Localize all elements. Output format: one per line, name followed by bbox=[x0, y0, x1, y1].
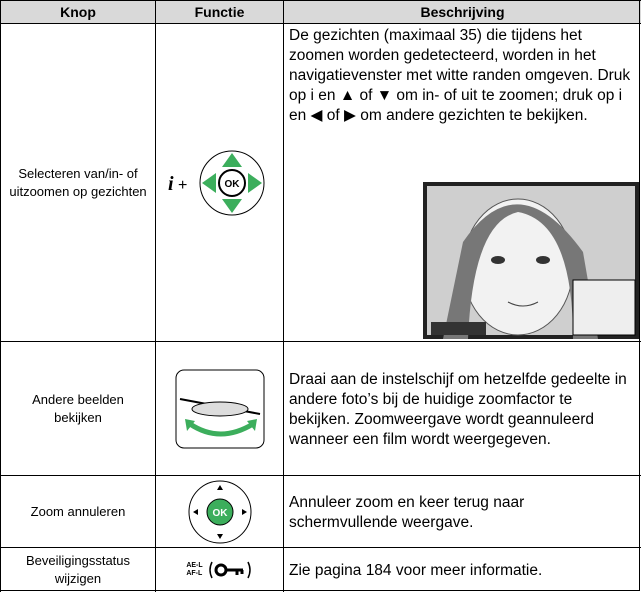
header-cell: Knop bbox=[0, 0, 155, 23]
knop-text: Andere beelden bekijken bbox=[32, 391, 124, 425]
description-text: Zie pagina 184 voor meer informatie. bbox=[289, 562, 543, 579]
svg-text:i: i bbox=[168, 173, 174, 195]
svg-text:OK: OK bbox=[212, 508, 228, 519]
knop-cell: Andere beelden bekijken bbox=[0, 341, 155, 475]
description-cell: Zie pagina 184 voor meer informatie. bbox=[283, 547, 641, 592]
knop-cell: Selecteren van/in- of uitzoomen op gezic… bbox=[0, 23, 155, 341]
functie-cell bbox=[155, 341, 283, 475]
knop-text: Zoom annuleren bbox=[30, 503, 126, 519]
ae-af-label: AE-L AF-L bbox=[186, 562, 202, 578]
description-cell: Annuleer zoom en keer terug naar schermv… bbox=[283, 475, 641, 547]
command-dial-icon bbox=[175, 369, 264, 448]
header-text: Beschrijving bbox=[420, 4, 505, 20]
description-cell: De gezichten (maximaal 35) die tijdens h… bbox=[283, 23, 641, 341]
protect-key-icon bbox=[208, 561, 251, 579]
knop-cell: Beveiligingsstatus wijzigen bbox=[0, 547, 155, 592]
functie-cell: i + OK bbox=[155, 23, 283, 341]
description-text: De gezichten (maximaal 35) die tijdens h… bbox=[289, 27, 631, 124]
face-zoom-illustration bbox=[423, 182, 639, 339]
description-text: Draai aan de instelschijf om hetzelfde g… bbox=[289, 370, 627, 448]
knop-text: Selecteren van/in- of uitzoomen op gezic… bbox=[9, 165, 147, 199]
ok-button-icon: OK bbox=[188, 480, 251, 543]
ae-l-text: AE-L bbox=[186, 562, 203, 569]
header-cell: Functie bbox=[155, 0, 283, 23]
knop-cell: Zoom annuleren bbox=[0, 475, 155, 547]
header-cell: Beschrijving bbox=[283, 0, 641, 23]
knop-text: Beveiligingsstatus wijzigen bbox=[25, 553, 131, 586]
af-l-text: AF-L bbox=[186, 570, 203, 577]
multi-selector-icon: i + OK bbox=[168, 150, 264, 215]
header-text: Functie bbox=[194, 4, 245, 20]
svg-text:OK: OK bbox=[224, 179, 240, 190]
description-cell: Draai aan de instelschijf om hetzelfde g… bbox=[283, 341, 641, 475]
header-text: Knop bbox=[60, 4, 96, 20]
functie-cell: OK bbox=[155, 475, 283, 547]
functie-cell: AE-L AF-L bbox=[155, 547, 283, 592]
description-text: Annuleer zoom en keer terug naar schermv… bbox=[289, 493, 525, 531]
svg-text:+: + bbox=[178, 177, 187, 194]
